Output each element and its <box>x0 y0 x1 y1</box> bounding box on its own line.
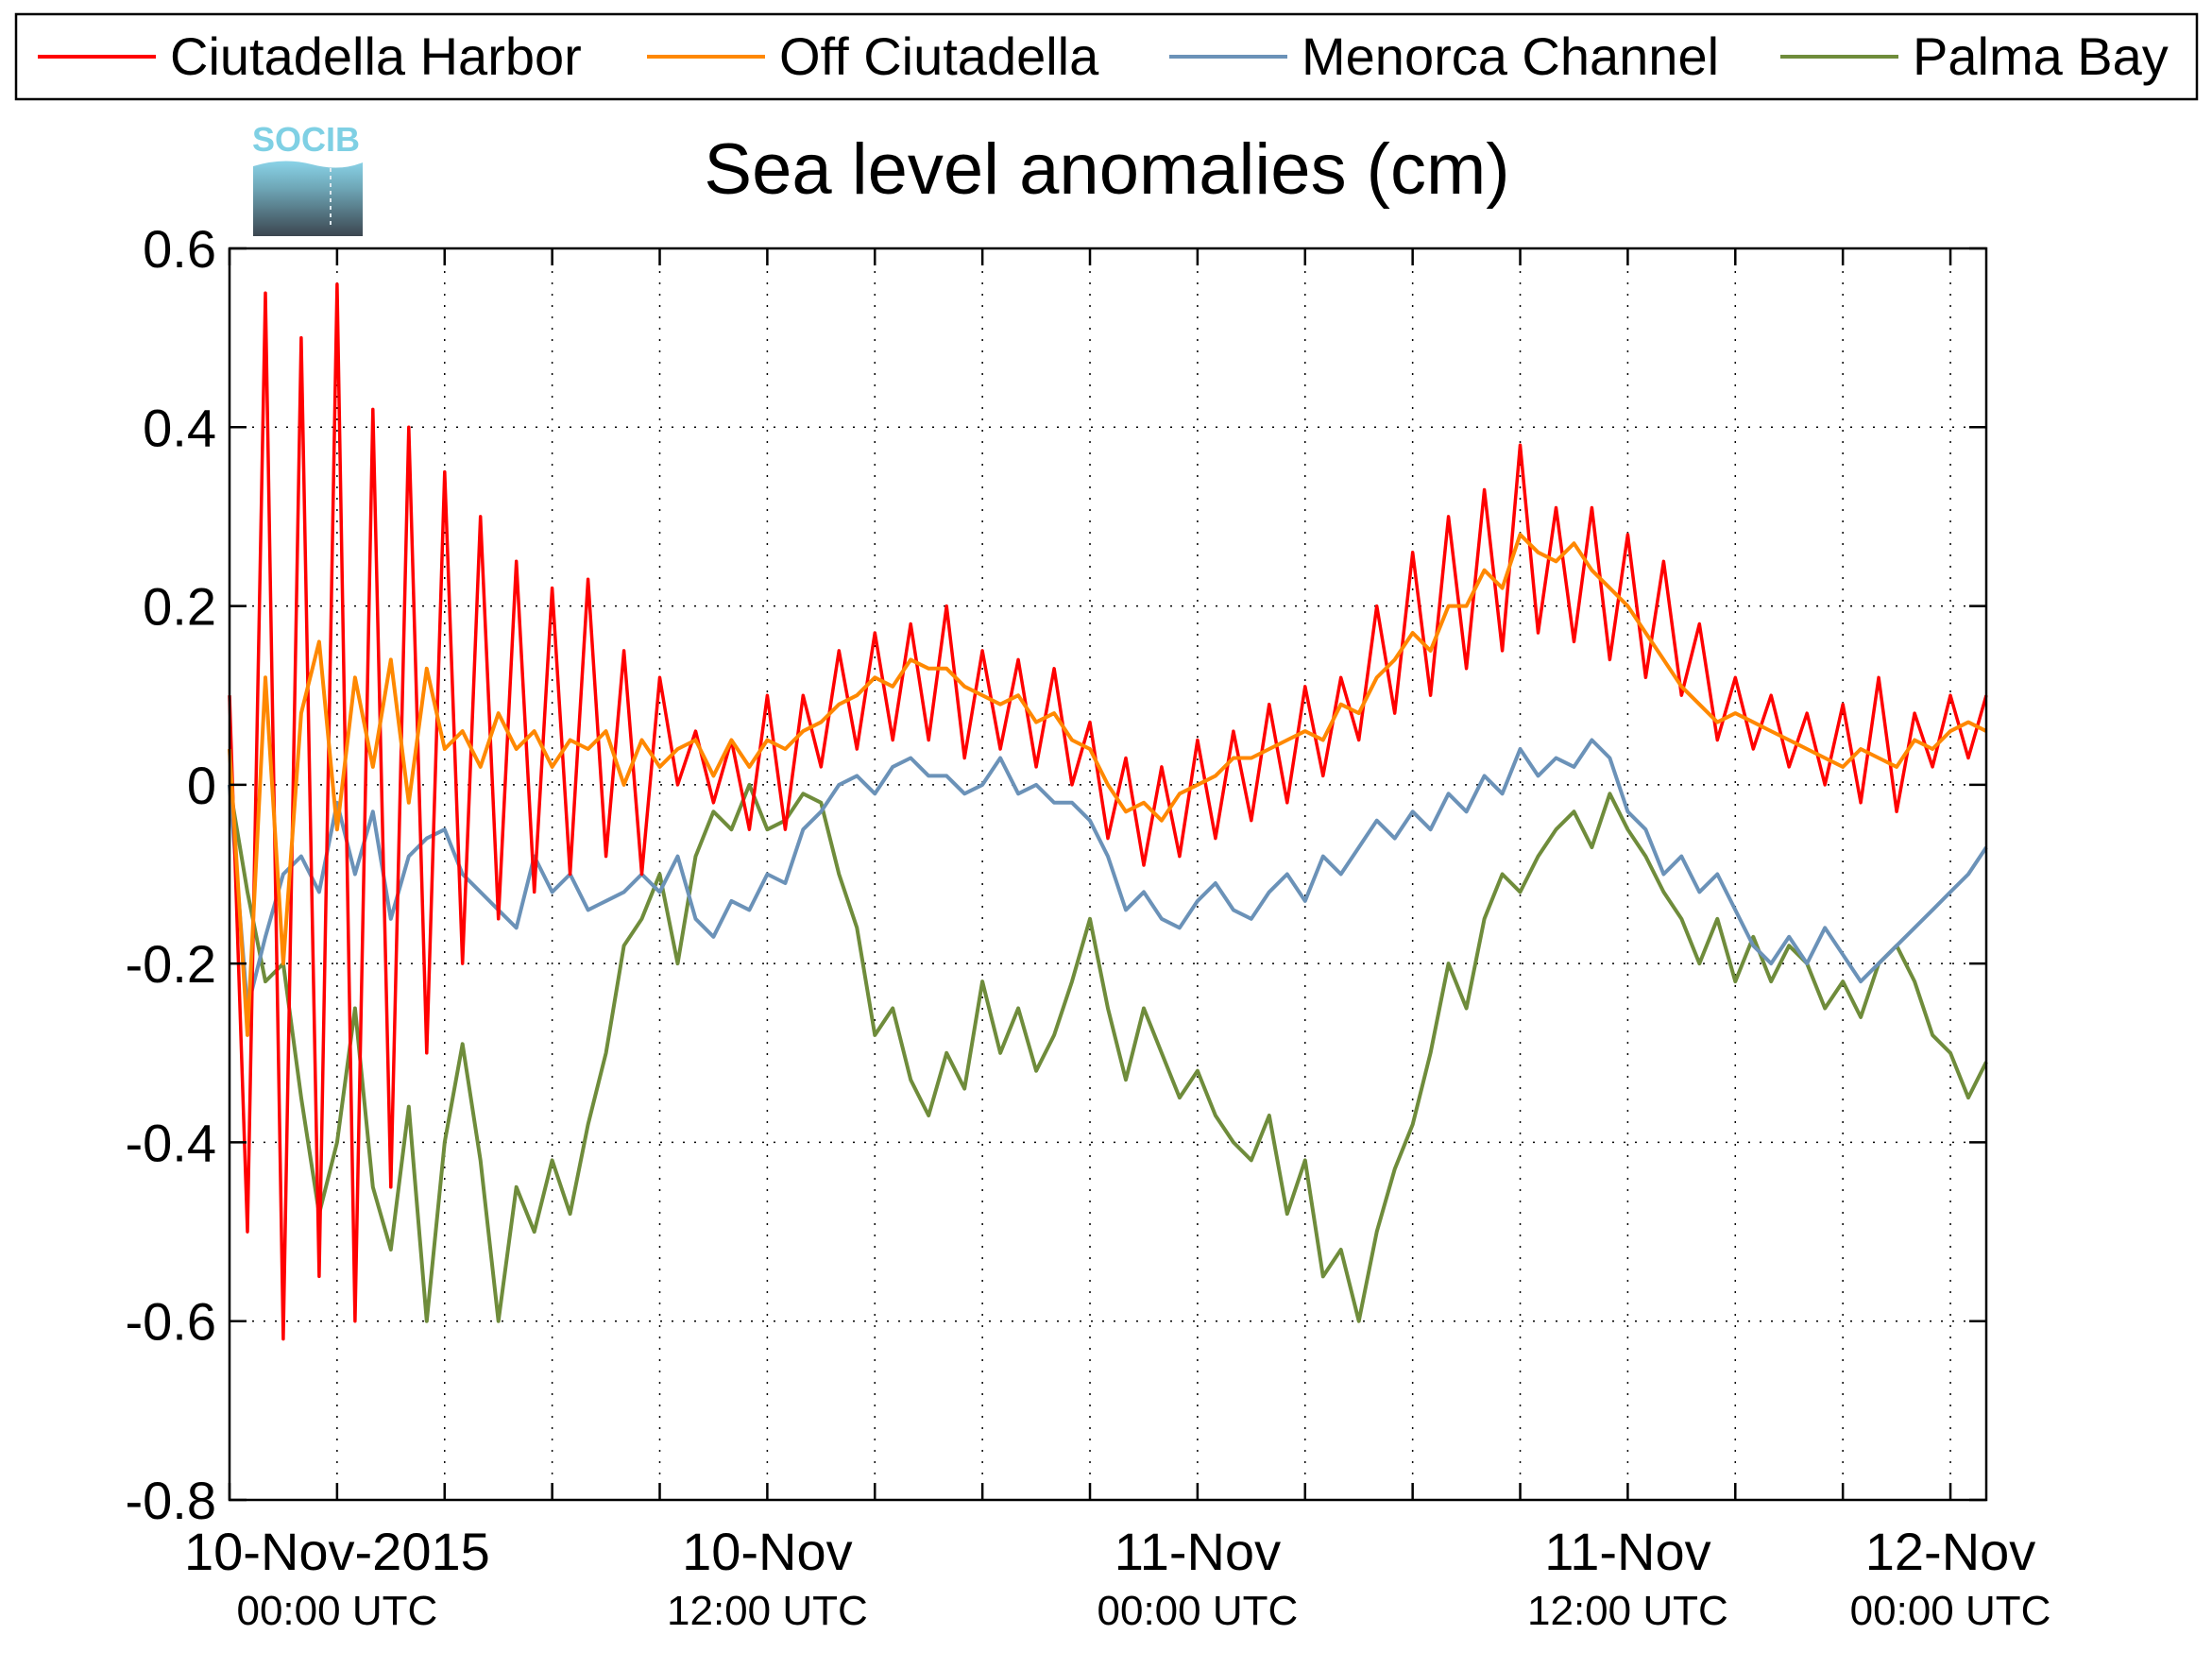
x-tick-label: 10-Nov-2015 <box>184 1522 490 1581</box>
series-line-palma-bay <box>228 782 1988 1323</box>
x-tick-sublabel: 12:00 UTC <box>1527 1588 1728 1634</box>
y-tick-label: -0.2 <box>126 934 217 994</box>
legend-label-menorca-channel: Menorca Channel <box>1302 26 1719 86</box>
series-line-menorca-channel <box>228 738 1988 1011</box>
plot-frame <box>228 247 1988 1502</box>
y-tick-label: -0.6 <box>126 1292 217 1352</box>
x-tick-sublabel: 00:00 UTC <box>1097 1588 1299 1634</box>
x-axis: 10-Nov-2015 00:00 UTC 10-Nov 12:00 UTC 11-No… <box>184 248 2050 1634</box>
legend-label-off-ciutadella: Off Ciutadella <box>779 26 1099 86</box>
y-axis: -0.8 -0.6 -0.4 -0.2 0 0.2 0.4 0.6 <box>126 219 1986 1530</box>
x-tick-sublabel: 00:00 UTC <box>1850 1588 2051 1634</box>
x-tick-label: 11-Nov <box>1115 1522 1281 1581</box>
x-tick-label: 10-Nov <box>682 1522 853 1581</box>
legend: Ciutadella Harbor Off Ciutadella Menorca… <box>14 12 2199 101</box>
legend-label-palma-bay: Palma Bay <box>1913 26 2169 86</box>
y-tick-label: 0.4 <box>143 398 216 457</box>
y-tick-label: 0 <box>187 756 216 815</box>
x-tick-label: 11-Nov <box>1544 1522 1710 1581</box>
x-tick-sublabel: 00:00 UTC <box>236 1588 437 1634</box>
y-tick-label: 0.6 <box>143 219 216 279</box>
x-tick-sublabel: 12:00 UTC <box>667 1588 868 1634</box>
grid-lines <box>230 248 1986 1500</box>
chart-title: Sea level anomalies (cm) <box>704 129 1509 210</box>
series-lines <box>228 282 1988 1341</box>
x-tick-label: 12-Nov <box>1865 1522 2036 1581</box>
y-tick-label: -0.8 <box>126 1471 217 1530</box>
y-tick-label: -0.4 <box>126 1113 217 1172</box>
y-tick-label: 0.2 <box>143 577 216 637</box>
series-line-ciutadella-harbor <box>228 282 1988 1341</box>
series-line-off-ciutadella <box>228 532 1987 1037</box>
legend-label-ciutadella-harbor: Ciutadella Harbor <box>170 26 582 86</box>
logo-text: SOCIB <box>252 120 360 159</box>
socib-logo: SOCIB <box>252 120 363 236</box>
